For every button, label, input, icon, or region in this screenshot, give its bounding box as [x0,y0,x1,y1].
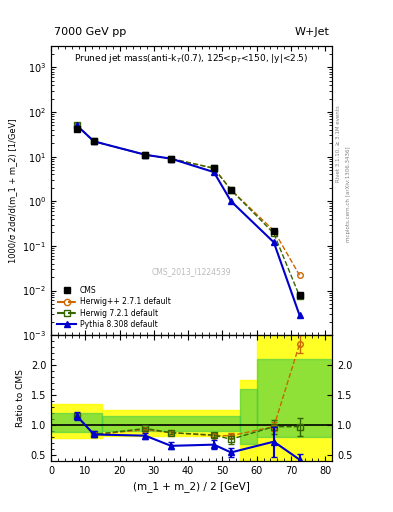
Legend: CMS, Herwig++ 2.7.1 default, Herwig 7.2.1 default, Pythia 8.308 default: CMS, Herwig++ 2.7.1 default, Herwig 7.2.… [55,284,173,331]
Text: Pruned jet mass(anti-k$_T$(0.7), 125<p$_T$<150, |y|<2.5): Pruned jet mass(anti-k$_T$(0.7), 125<p$_… [74,52,309,65]
Text: CMS_2013_I1224539: CMS_2013_I1224539 [152,267,231,276]
Text: 7000 GeV pp: 7000 GeV pp [54,28,126,37]
Text: Rivet 3.1.10, ≥ 3.1M events: Rivet 3.1.10, ≥ 3.1M events [336,105,341,182]
Text: mcplots.cern.ch [arXiv:1306.3436]: mcplots.cern.ch [arXiv:1306.3436] [346,147,351,242]
Text: W+Jet: W+Jet [294,28,329,37]
Y-axis label: Ratio to CMS: Ratio to CMS [16,369,25,427]
X-axis label: (m_1 + m_2) / 2 [GeV]: (m_1 + m_2) / 2 [GeV] [133,481,250,492]
Y-axis label: 1000/σ 2dσ/d(m_1 + m_2) [1/GeV]: 1000/σ 2dσ/d(m_1 + m_2) [1/GeV] [8,118,17,263]
